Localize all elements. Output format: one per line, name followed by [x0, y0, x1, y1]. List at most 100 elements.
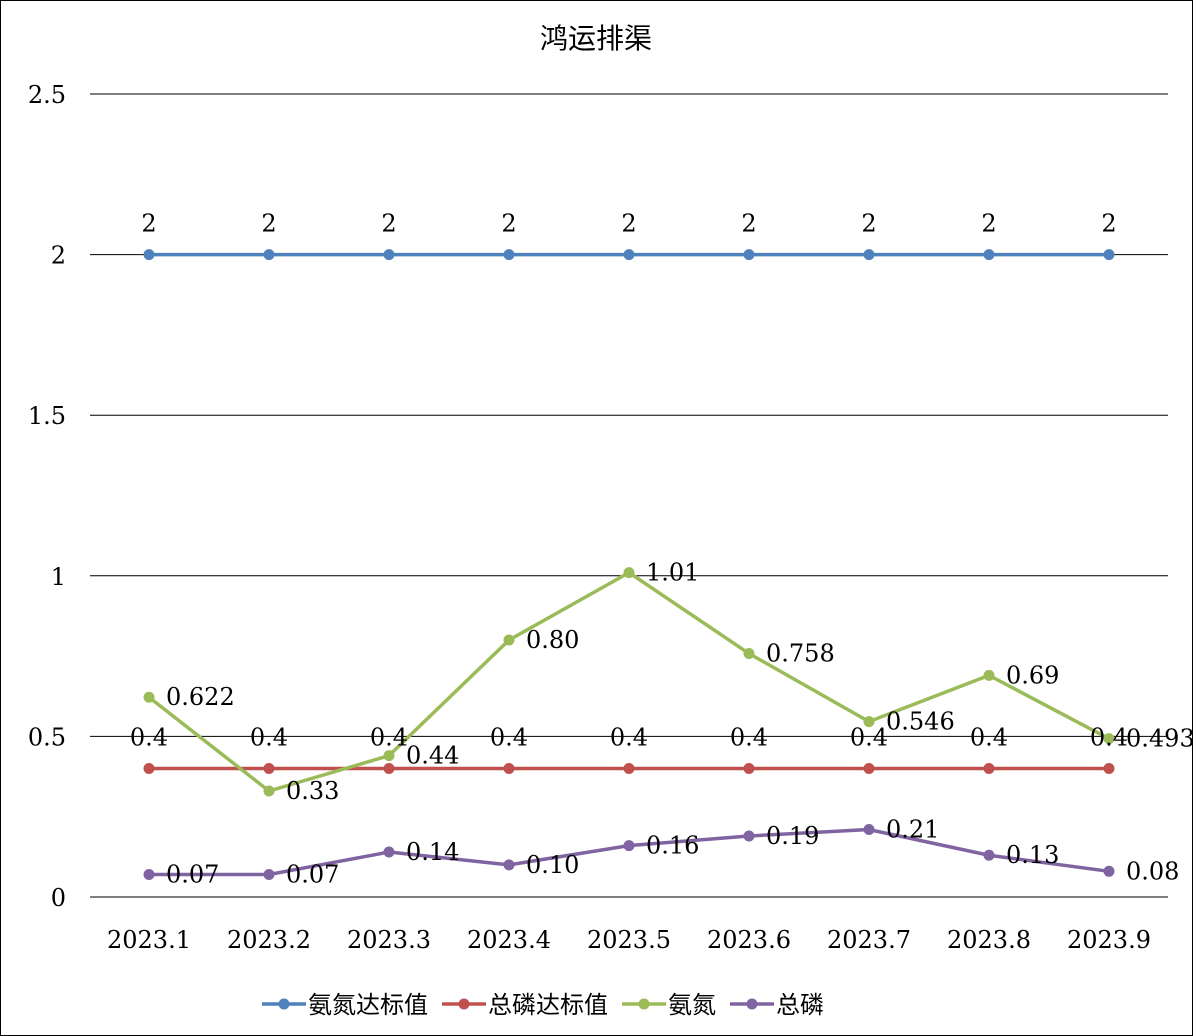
- x-tick-label: 2023.1: [107, 926, 191, 954]
- data-label: 0.07: [286, 861, 339, 889]
- data-label: 0.13: [1006, 841, 1059, 869]
- data-point: [383, 750, 395, 762]
- data-point: [143, 249, 155, 261]
- data-point: [863, 716, 875, 728]
- data-point: [863, 824, 875, 836]
- data-point: [983, 249, 995, 261]
- y-tick-label: 2.5: [28, 81, 66, 109]
- x-tick-label: 2023.7: [827, 926, 911, 954]
- data-point: [383, 846, 395, 858]
- data-label: 2: [621, 210, 636, 238]
- data-label: 0.4: [490, 724, 528, 752]
- data-label: 0.69: [1006, 661, 1059, 689]
- data-point: [1103, 733, 1115, 745]
- data-label: 2: [261, 210, 276, 238]
- x-tick-label: 2023.2: [227, 926, 311, 954]
- data-point: [263, 785, 275, 797]
- data-point: [1103, 865, 1115, 877]
- data-label: 2: [981, 210, 996, 238]
- series-line: [147, 570, 1110, 793]
- data-label: 0.10: [526, 851, 579, 879]
- data-label: 2: [381, 210, 396, 238]
- y-tick-label: 0: [51, 884, 66, 912]
- series-lines: [143, 249, 1115, 881]
- data-point: [623, 840, 635, 852]
- data-label: 0.16: [646, 832, 699, 860]
- data-point: [743, 249, 755, 261]
- data-label: 0.4: [850, 724, 888, 752]
- legend-swatch-marker: [458, 998, 470, 1010]
- data-label: 0.21: [886, 816, 939, 844]
- data-point: [143, 763, 155, 775]
- data-point: [503, 859, 515, 871]
- data-point: [383, 249, 395, 261]
- data-label: 0.4: [1090, 724, 1128, 752]
- x-axis-ticks: 2023.1 2023.2 2023.3 2023.4 2023.5 2023.6 2023…: [107, 926, 1151, 954]
- x-tick-label: 2023.4: [467, 926, 551, 954]
- data-label: 2: [1101, 210, 1116, 238]
- data-point: [623, 567, 635, 579]
- legend: 氨氮达标值 总磷达标值 氨氮 总磷: [262, 991, 824, 1019]
- legend-swatch-marker: [278, 998, 290, 1010]
- data-label: 2: [141, 210, 156, 238]
- legend-label: 氨氮: [668, 991, 716, 1019]
- data-point: [743, 648, 755, 660]
- legend-label: 总磷: [776, 991, 824, 1019]
- data-label: 2: [861, 210, 876, 238]
- data-label: 0.19: [766, 822, 819, 850]
- data-label: 0.4: [610, 724, 648, 752]
- data-point: [143, 869, 155, 881]
- data-label: 0.08: [1126, 857, 1179, 885]
- data-point: [263, 249, 275, 261]
- data-label: 0.4: [970, 724, 1008, 752]
- data-point: [503, 763, 515, 775]
- data-point: [1103, 249, 1115, 261]
- data-label: 2: [501, 210, 516, 238]
- y-tick-label: 2: [51, 242, 66, 270]
- legend-label: 氨氮达标值: [308, 991, 428, 1019]
- data-point: [983, 669, 995, 681]
- data-label: 0.4: [130, 724, 168, 752]
- data-point: [983, 763, 995, 775]
- x-tick-label: 2023.3: [347, 926, 431, 954]
- data-label: 0.44: [406, 742, 459, 770]
- data-point: [623, 763, 635, 775]
- data-label: 0.493: [1126, 725, 1193, 753]
- data-point: [263, 869, 275, 881]
- data-label: 0.622: [166, 683, 235, 711]
- data-point: [1103, 763, 1115, 775]
- data-label: 0.4: [250, 724, 288, 752]
- data-labels: 2 2 2 2 2 2 2 2 2 0.4 0.4 0.4 0.4 0.4 0.4 0.4 0.4 0.4 0.62…: [130, 210, 1193, 889]
- data-point: [623, 249, 635, 261]
- data-label: 0.33: [286, 777, 339, 805]
- data-point: [743, 763, 755, 775]
- data-label: 0.4: [730, 724, 768, 752]
- data-label: 0.07: [166, 861, 219, 889]
- legend-swatch-marker: [638, 998, 650, 1010]
- data-point: [863, 249, 875, 261]
- y-tick-label: 1: [51, 563, 66, 591]
- data-point: [503, 249, 515, 261]
- data-point: [143, 691, 155, 703]
- y-tick-label: 1.5: [28, 402, 66, 430]
- data-point: [743, 830, 755, 842]
- data-point: [263, 763, 275, 775]
- data-label: 0.80: [526, 626, 579, 654]
- legend-swatch-marker: [746, 998, 758, 1010]
- data-point: [383, 763, 395, 775]
- data-point: [983, 849, 995, 861]
- data-point: [503, 634, 515, 646]
- data-label: 2: [741, 210, 756, 238]
- data-label: 0.758: [766, 640, 835, 668]
- y-axis-ticks: 0 0.5 1 1.5 2 2.5: [28, 81, 66, 912]
- data-point: [863, 763, 875, 775]
- chart-title: 鸿运排渠: [540, 22, 652, 55]
- x-tick-label: 2023.8: [947, 926, 1031, 954]
- data-label: 0.4: [370, 724, 408, 752]
- data-label: 0.546: [886, 708, 955, 736]
- legend-label: 总磷达标值: [488, 991, 608, 1019]
- y-tick-label: 0.5: [28, 723, 66, 751]
- data-label: 1.01: [646, 559, 699, 587]
